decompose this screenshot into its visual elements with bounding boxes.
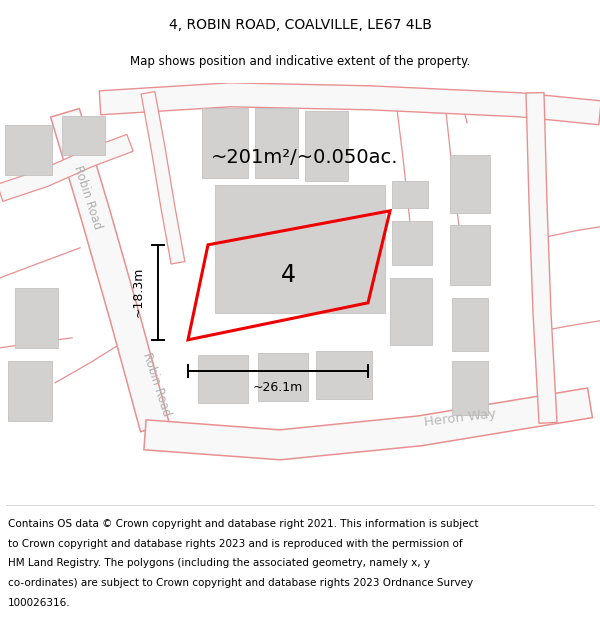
Polygon shape	[255, 107, 298, 177]
Text: ~18.3m: ~18.3m	[131, 267, 145, 318]
Text: ~201m²/~0.050ac.: ~201m²/~0.050ac.	[211, 148, 399, 168]
Polygon shape	[15, 288, 58, 348]
Polygon shape	[452, 298, 488, 351]
Polygon shape	[452, 361, 488, 415]
Polygon shape	[50, 109, 169, 432]
Polygon shape	[392, 181, 428, 208]
Polygon shape	[202, 107, 248, 177]
Text: 4: 4	[281, 262, 296, 286]
Text: co-ordinates) are subject to Crown copyright and database rights 2023 Ordnance S: co-ordinates) are subject to Crown copyr…	[8, 578, 473, 588]
Text: Contains OS data © Crown copyright and database right 2021. This information is : Contains OS data © Crown copyright and d…	[8, 519, 478, 529]
Polygon shape	[62, 116, 105, 155]
Text: Map shows position and indicative extent of the property.: Map shows position and indicative extent…	[130, 56, 470, 68]
Text: 100026316.: 100026316.	[8, 598, 70, 608]
Text: to Crown copyright and database rights 2023 and is reproduced with the permissio: to Crown copyright and database rights 2…	[8, 539, 463, 549]
Polygon shape	[316, 351, 372, 399]
Text: HM Land Registry. The polygons (including the associated geometry, namely x, y: HM Land Registry. The polygons (includin…	[8, 559, 430, 569]
Text: Robin Road: Robin Road	[71, 164, 104, 231]
Polygon shape	[450, 155, 490, 212]
Polygon shape	[526, 92, 557, 423]
Polygon shape	[392, 221, 432, 265]
Text: 4, ROBIN ROAD, COALVILLE, LE67 4LB: 4, ROBIN ROAD, COALVILLE, LE67 4LB	[169, 18, 431, 32]
Text: Heron Way: Heron Way	[423, 407, 497, 429]
Polygon shape	[141, 91, 185, 264]
Polygon shape	[0, 134, 133, 201]
Text: ~26.1m: ~26.1m	[253, 381, 303, 394]
Polygon shape	[5, 125, 52, 175]
Polygon shape	[99, 83, 600, 125]
Polygon shape	[215, 185, 385, 312]
Polygon shape	[450, 225, 490, 285]
Polygon shape	[198, 355, 248, 402]
Polygon shape	[8, 361, 52, 421]
Text: Robin Road: Robin Road	[140, 351, 173, 418]
Polygon shape	[144, 388, 592, 460]
Polygon shape	[258, 352, 308, 401]
Polygon shape	[390, 278, 432, 345]
Polygon shape	[305, 111, 348, 181]
